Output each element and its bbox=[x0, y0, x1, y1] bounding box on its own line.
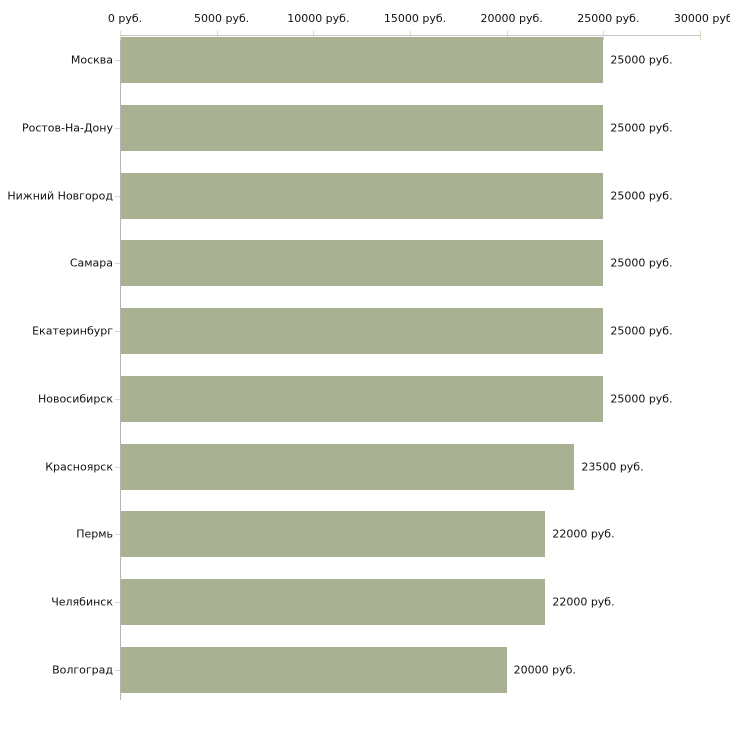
category-label: Ростов-На-Дону bbox=[21, 121, 113, 135]
y-axis-tick bbox=[115, 398, 120, 400]
bar bbox=[121, 579, 546, 625]
y-axis-line bbox=[120, 35, 121, 700]
category-label: Нижний Новгород bbox=[7, 189, 113, 202]
bar-value-label: 25000 руб. bbox=[610, 256, 673, 270]
x-axis-tick-label: 0 руб. bbox=[107, 12, 143, 25]
x-axis-tick-label: 15000 руб. bbox=[383, 12, 447, 25]
y-axis-tick bbox=[115, 534, 120, 536]
bar-value-label: 25000 руб. bbox=[610, 53, 673, 67]
y-axis-tick bbox=[115, 466, 120, 468]
category-label: Пермь bbox=[76, 527, 113, 541]
y-axis-tick bbox=[115, 669, 120, 671]
bar-value-label: 20000 руб. bbox=[513, 663, 576, 677]
x-axis-tick bbox=[216, 31, 218, 40]
category-label: Самара bbox=[69, 256, 113, 270]
x-axis-tick bbox=[313, 31, 315, 40]
bar bbox=[121, 104, 604, 151]
bar-value-label: 25000 руб. bbox=[610, 189, 673, 202]
x-axis-tick bbox=[506, 31, 508, 40]
bar-value-label: 23500 руб. bbox=[581, 460, 644, 473]
x-axis-tick-label: 5000 руб. bbox=[194, 12, 250, 25]
x-axis-tick-label: 25000 руб. bbox=[577, 12, 640, 25]
category-label: Москва bbox=[70, 53, 113, 67]
x-axis-tick bbox=[700, 31, 701, 40]
x-axis-tick-label: 20000 руб. bbox=[480, 12, 543, 25]
category-label: Челябинск bbox=[51, 595, 113, 609]
category-label: Екатеринбург bbox=[32, 324, 113, 338]
x-axis-tick bbox=[603, 31, 605, 40]
category-label: Волгоград bbox=[52, 663, 113, 677]
y-axis-tick bbox=[115, 195, 120, 197]
bar bbox=[121, 646, 507, 693]
x-axis-tick bbox=[120, 31, 121, 40]
y-axis-tick bbox=[115, 127, 120, 129]
bar-value-label: 22000 руб. bbox=[552, 595, 615, 609]
bar-value-label: 25000 руб. bbox=[610, 324, 673, 338]
category-label: Новосибирск bbox=[37, 392, 113, 406]
x-axis-tick-label: 30000 руб. bbox=[673, 12, 730, 25]
bar bbox=[121, 172, 604, 219]
y-axis-tick bbox=[115, 60, 120, 61]
bar-value-label: 25000 руб. bbox=[610, 392, 673, 406]
bar bbox=[121, 375, 604, 422]
bar bbox=[121, 37, 604, 83]
x-axis-tick-label: 10000 руб. bbox=[287, 12, 350, 25]
y-axis-tick bbox=[115, 602, 120, 603]
bar bbox=[121, 240, 604, 287]
x-axis-tick bbox=[410, 31, 411, 40]
bar bbox=[121, 511, 546, 558]
bar-value-label: 25000 руб. bbox=[610, 121, 673, 135]
bar-value-label: 22000 руб. bbox=[552, 527, 615, 541]
y-axis-tick bbox=[115, 263, 120, 265]
bar bbox=[121, 308, 604, 354]
category-label: Красноярск bbox=[45, 460, 113, 473]
y-axis-tick bbox=[115, 331, 120, 332]
bar bbox=[121, 443, 575, 490]
